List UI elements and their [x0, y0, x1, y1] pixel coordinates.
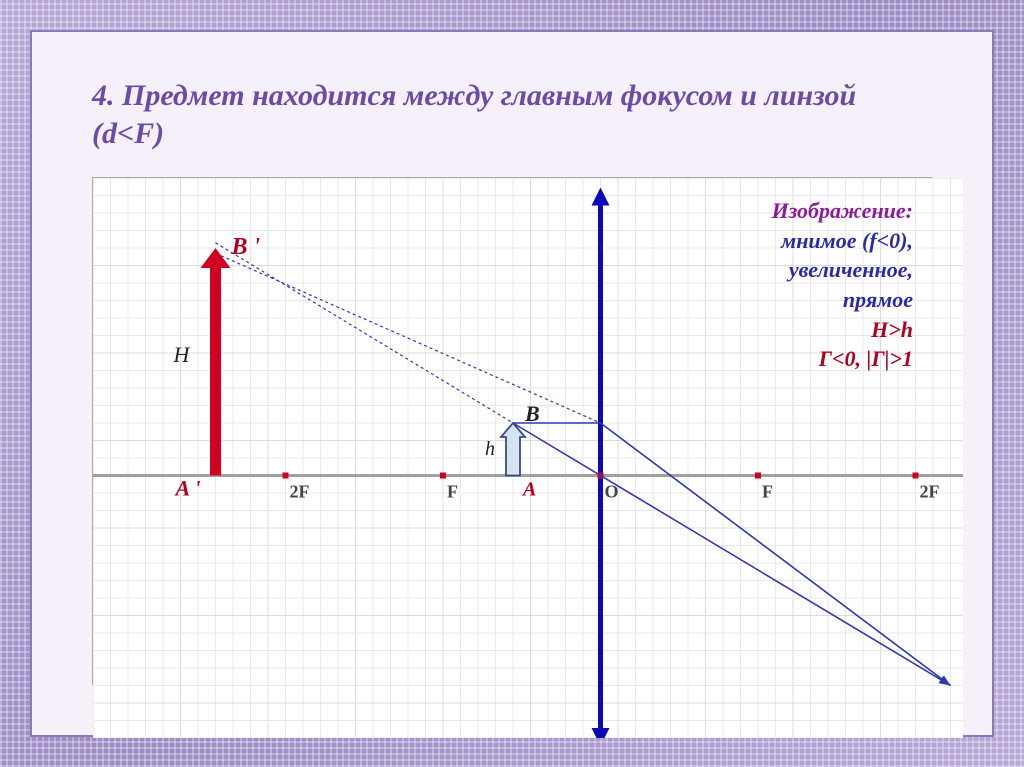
svg-text:h: h: [485, 438, 495, 460]
diagram-container: Изображение: мнимое (f<0), увеличенное, …: [92, 177, 932, 685]
svg-text:A: A: [521, 479, 536, 501]
svg-text:B: B: [524, 401, 540, 426]
svg-text:F: F: [447, 482, 458, 502]
desc-rel2: Г<0, |Г|>1: [772, 344, 913, 374]
svg-text:H: H: [173, 342, 191, 367]
slide-title: 4. Предмет находится между главным фокус…: [92, 77, 932, 152]
desc-header: Изображение:: [772, 196, 913, 226]
svg-text:B ': B ': [231, 234, 261, 260]
svg-text:2F: 2F: [920, 482, 940, 502]
desc-line1: мнимое (f<0),: [772, 226, 913, 256]
image-properties: Изображение: мнимое (f<0), увеличенное, …: [772, 196, 913, 374]
svg-text:F: F: [762, 482, 773, 502]
desc-line3: прямое: [772, 285, 913, 315]
slide-frame: 4. Предмет находится между главным фокус…: [30, 30, 994, 737]
desc-line2: увеличенное,: [772, 255, 913, 285]
desc-rel1: H>h: [772, 315, 913, 345]
svg-text:A ': A ': [174, 476, 201, 501]
svg-text:2F: 2F: [290, 482, 310, 502]
